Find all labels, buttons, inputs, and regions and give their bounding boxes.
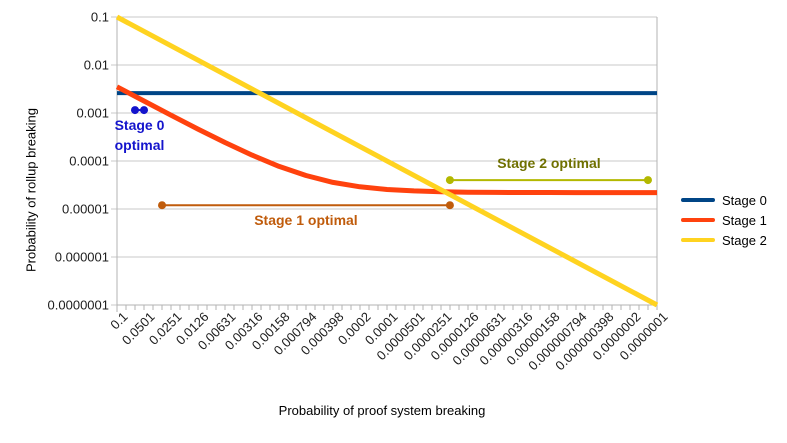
legend-swatch bbox=[681, 198, 715, 202]
y-tick-label: 0.000001 bbox=[54, 249, 109, 265]
y-tick-label: 0.1 bbox=[90, 9, 109, 25]
stage-1-optimal-dot bbox=[158, 201, 167, 210]
legend-label: Stage 2 bbox=[722, 232, 767, 248]
y-axis-title: Probability of rollup breaking bbox=[23, 107, 39, 273]
stage-1-optimal-label: Stage 1 optimal bbox=[254, 212, 358, 229]
legend-swatch bbox=[681, 238, 715, 242]
legend-label: Stage 1 bbox=[722, 212, 767, 228]
legend-item-stage-1: Stage 1 bbox=[681, 210, 767, 230]
series-line-stage-2 bbox=[115, 14, 659, 308]
y-tick-label: 0.0000001 bbox=[47, 297, 109, 313]
stage-0-optimal-dot bbox=[130, 106, 139, 115]
y-tick-label: 0.001 bbox=[76, 105, 109, 121]
legend-item-stage-2: Stage 2 bbox=[681, 230, 767, 250]
y-tick-label: 0.0001 bbox=[69, 153, 109, 169]
series-line-stage-1 bbox=[115, 84, 657, 196]
y-tick-label: 0.00001 bbox=[62, 201, 109, 217]
legend-swatch bbox=[681, 218, 715, 222]
legend-label: Stage 0 bbox=[722, 192, 767, 208]
stage-2-optimal-dot bbox=[643, 176, 652, 185]
stage-0-optimal-label: Stage 0 optimal bbox=[114, 117, 165, 154]
y-tick-label: 0.01 bbox=[83, 57, 109, 73]
stage-2-optimal-label: Stage 2 optimal bbox=[497, 155, 601, 172]
stage-0-optimal-dot bbox=[140, 106, 149, 115]
stage-2-optimal-dot bbox=[445, 176, 454, 185]
x-axis-title: Probability of proof system breaking bbox=[278, 403, 486, 418]
legend: Stage 0 Stage 1 Stage 2 bbox=[681, 190, 767, 250]
stage-1-optimal-dot bbox=[445, 201, 454, 210]
legend-item-stage-0: Stage 0 bbox=[681, 190, 767, 210]
